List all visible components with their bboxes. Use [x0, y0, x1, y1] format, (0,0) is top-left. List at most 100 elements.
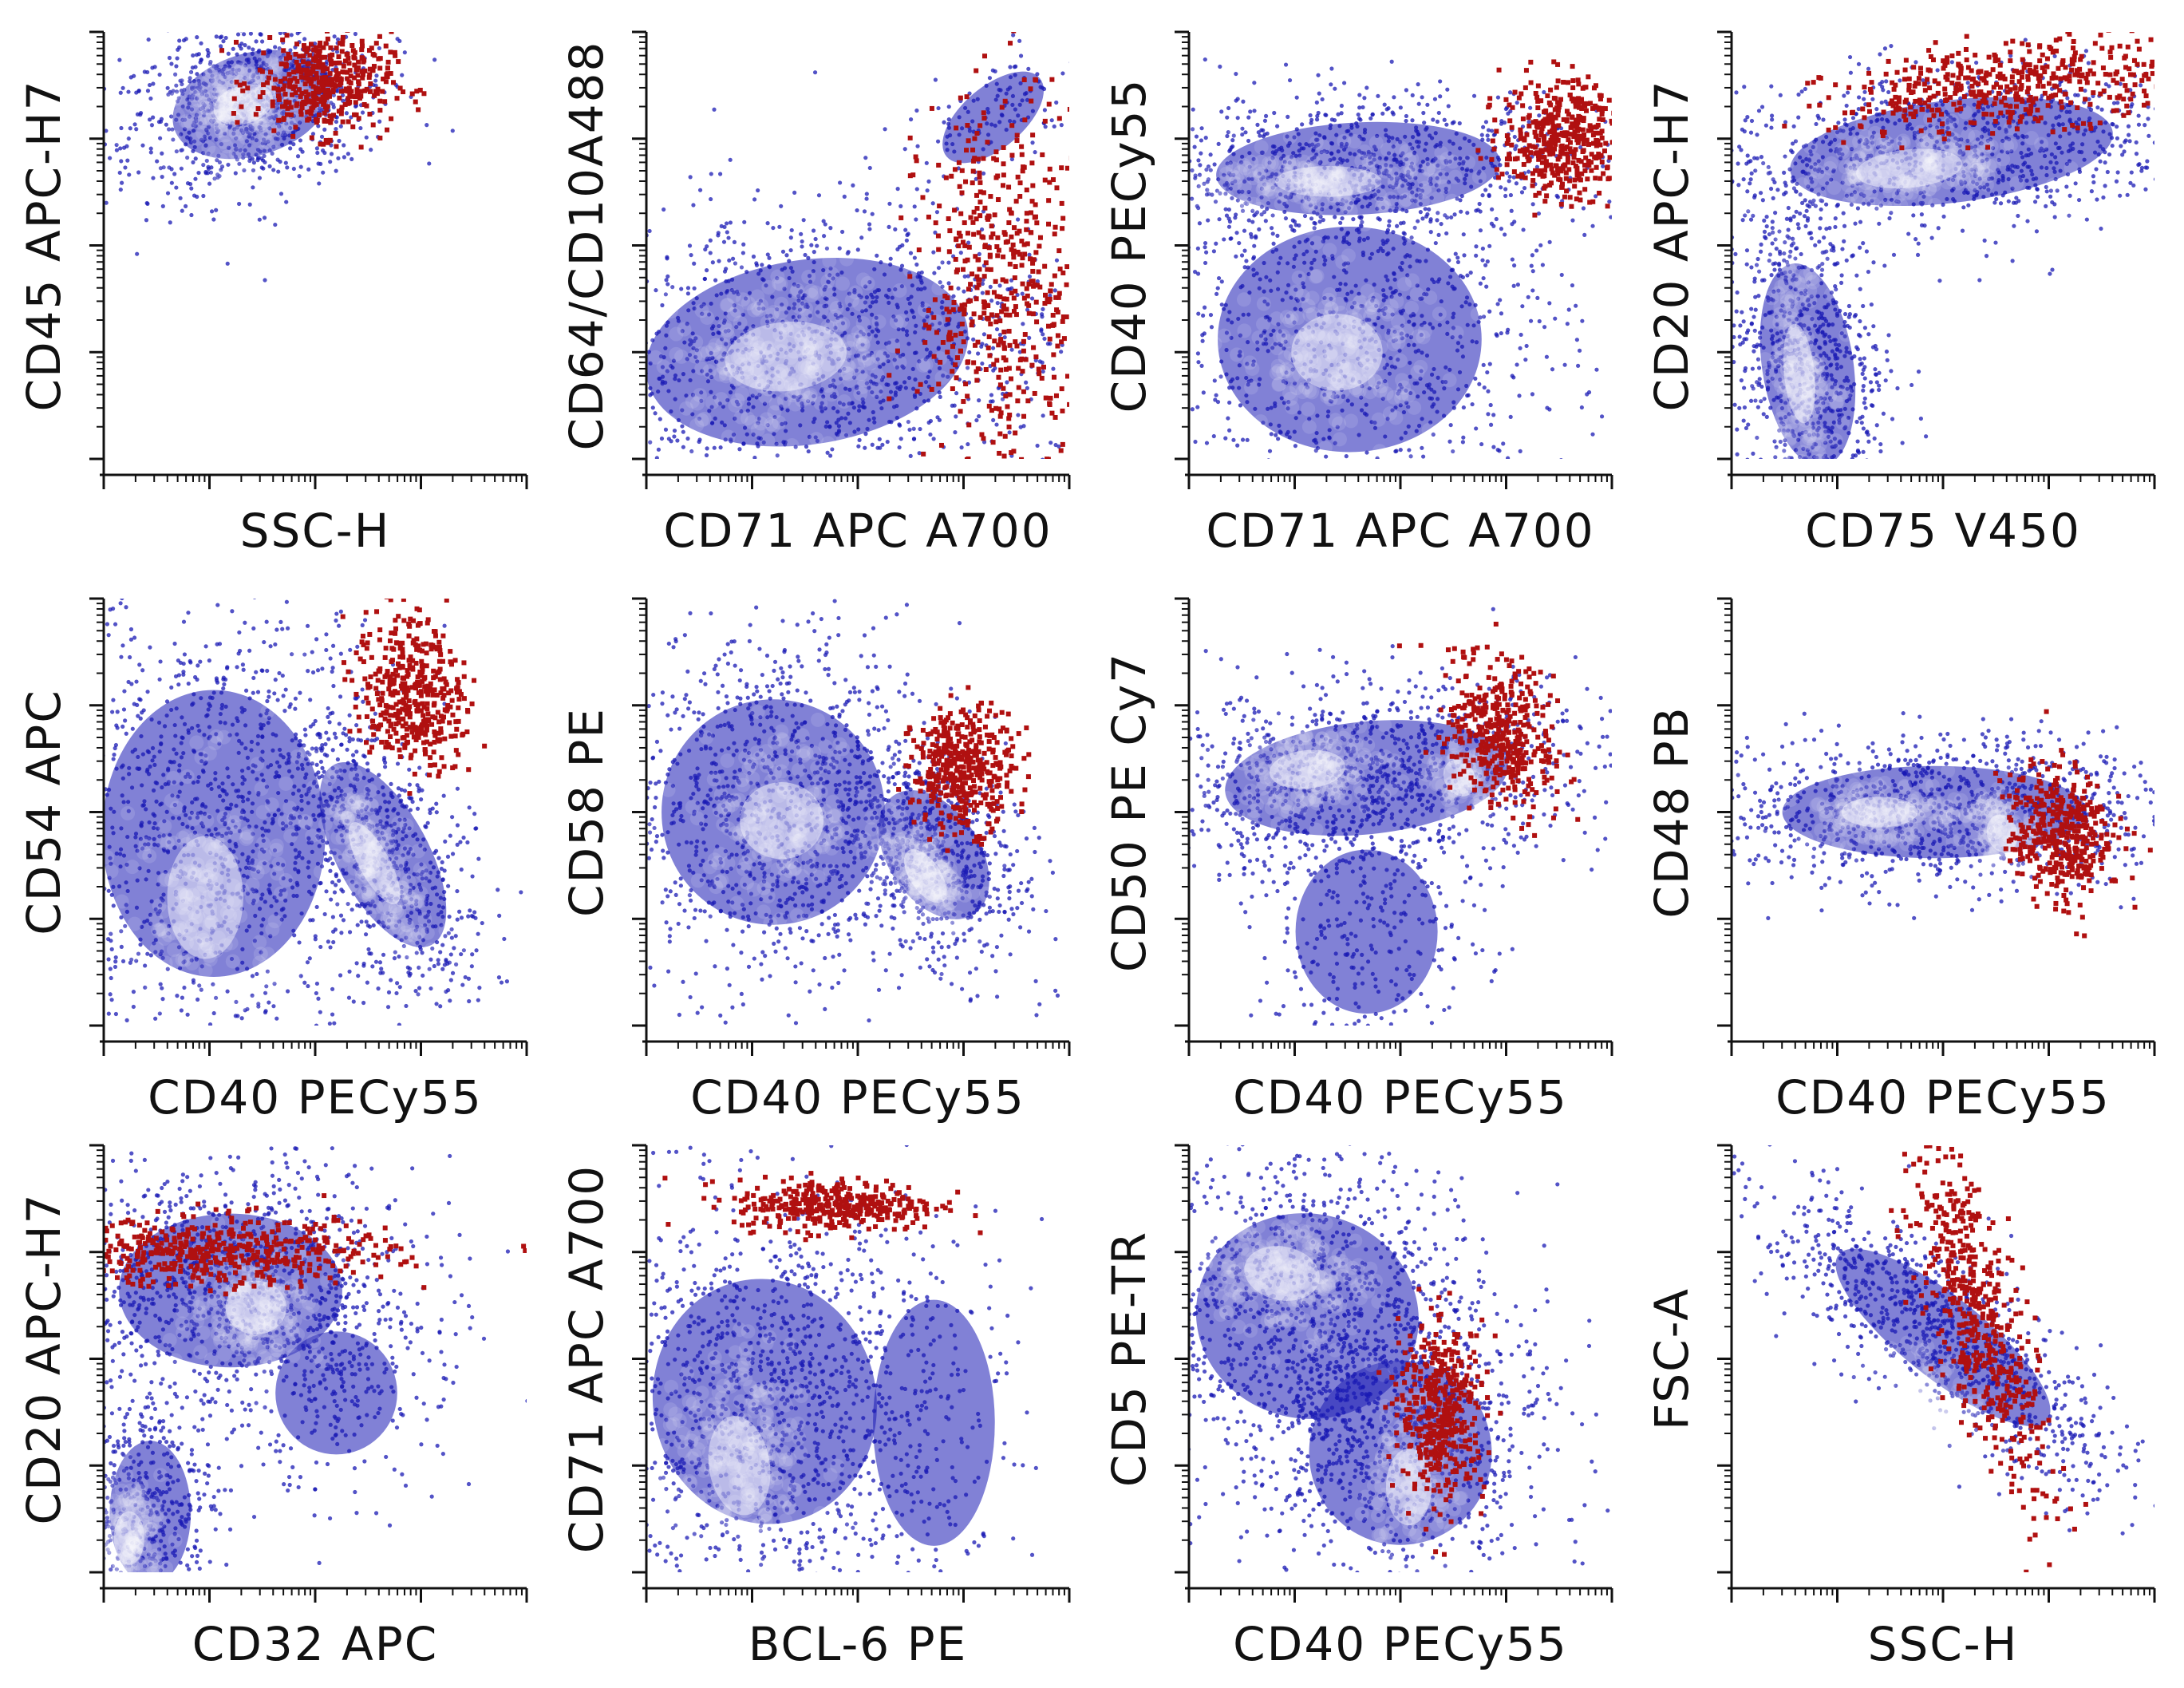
- gated-event: [1059, 165, 1064, 171]
- gated-event: [416, 107, 421, 113]
- event-point: [623, 239, 627, 243]
- gated-event: [349, 89, 354, 94]
- gated-event: [1029, 210, 1034, 215]
- gated-event: [1029, 98, 1034, 104]
- gated-event: [310, 66, 316, 72]
- event-point: [161, 165, 166, 170]
- gated-event: [302, 46, 307, 52]
- event-point: [326, 13, 330, 17]
- gated-event: [957, 231, 962, 236]
- gated-event: [347, 93, 353, 98]
- event-point: [119, 125, 124, 131]
- event-point: [145, 69, 150, 75]
- event-point: [1233, 215, 1238, 220]
- core-density-mark: [871, 314, 887, 330]
- gated-event: [372, 93, 377, 98]
- gated-event: [359, 38, 365, 44]
- gated-event: [322, 65, 327, 71]
- gated-event: [319, 79, 325, 85]
- event-point: [1167, 189, 1171, 193]
- event-point: [1530, 392, 1535, 397]
- core-density-mark: [822, 253, 837, 268]
- gated-event: [965, 393, 970, 399]
- event-point: [345, 27, 349, 31]
- event-point: [1037, 359, 1042, 364]
- core-density-mark: [829, 300, 844, 315]
- gated-event: [309, 135, 314, 140]
- event-point: [1271, 241, 1276, 246]
- event-point: [295, 154, 301, 159]
- event-point: [447, 508, 451, 512]
- event-point: [566, 469, 570, 473]
- event-point: [1175, 121, 1179, 125]
- gated-event: [234, 79, 239, 85]
- event-point: [1416, 82, 1420, 87]
- gated-event: [314, 48, 319, 53]
- event-point: [1342, 81, 1347, 85]
- event-point: [1607, 199, 1612, 204]
- core-density-mark: [733, 315, 748, 330]
- gated-event: [977, 180, 983, 185]
- core-density-mark: [213, 118, 228, 133]
- event-point: [1275, 233, 1280, 238]
- event-point: [114, 148, 120, 152]
- gated-event: [304, 49, 310, 54]
- event-point: [1287, 77, 1293, 83]
- gated-event: [342, 101, 348, 107]
- event-point: [1537, 113, 1542, 118]
- gated-event: [1037, 235, 1043, 240]
- gated-event: [354, 91, 360, 97]
- gated-event: [329, 77, 334, 82]
- event-point: [1521, 227, 1526, 232]
- event-point: [169, 180, 174, 185]
- gated-event: [926, 307, 931, 313]
- gated-event: [313, 45, 318, 50]
- event-point: [1042, 336, 1047, 342]
- event-point: [119, 180, 124, 185]
- event-point: [549, 362, 553, 366]
- gated-event: [413, 99, 418, 105]
- event-point: [1274, 433, 1278, 437]
- event-point: [315, 150, 320, 156]
- event-point: [821, 219, 826, 223]
- event-point: [1499, 185, 1503, 190]
- gated-event: [1047, 336, 1053, 342]
- event-point: [912, 204, 917, 209]
- event-point: [174, 185, 179, 190]
- core-density-mark: [721, 429, 736, 445]
- event-point: [1137, 497, 1141, 501]
- gated-event: [350, 6, 355, 11]
- event-point: [1524, 343, 1529, 349]
- core-density-mark: [271, 122, 286, 137]
- gated-event: [346, 79, 352, 85]
- gated-event: [929, 386, 934, 392]
- core-density-mark: [220, 93, 235, 109]
- event-point: [780, 249, 786, 254]
- event-point: [289, 33, 294, 38]
- gated-event: [369, 68, 375, 73]
- core-density-mark: [213, 85, 228, 101]
- event-point: [806, 449, 811, 454]
- core-density-mark: [688, 349, 703, 364]
- gated-event: [950, 344, 956, 350]
- gated-event: [284, 23, 289, 28]
- gated-event: [336, 54, 342, 60]
- event-point: [1054, 100, 1059, 105]
- gated-event: [334, 45, 339, 51]
- gated-event: [392, 49, 397, 55]
- event-point: [968, 498, 972, 502]
- gated-event: [1076, 162, 1080, 167]
- core-density-mark: [268, 145, 283, 160]
- gated-event: [334, 76, 339, 81]
- core-density-mark: [247, 109, 263, 125]
- gated-event: [294, 42, 300, 47]
- event-point: [124, 144, 129, 148]
- event-point: [241, 32, 247, 37]
- gated-event: [1046, 101, 1052, 107]
- gated-event: [958, 95, 963, 101]
- gated-event: [314, 53, 319, 59]
- event-point: [549, 456, 553, 460]
- gated-event: [926, 214, 931, 219]
- event-point: [316, 124, 321, 128]
- core-density-mark: [230, 91, 245, 106]
